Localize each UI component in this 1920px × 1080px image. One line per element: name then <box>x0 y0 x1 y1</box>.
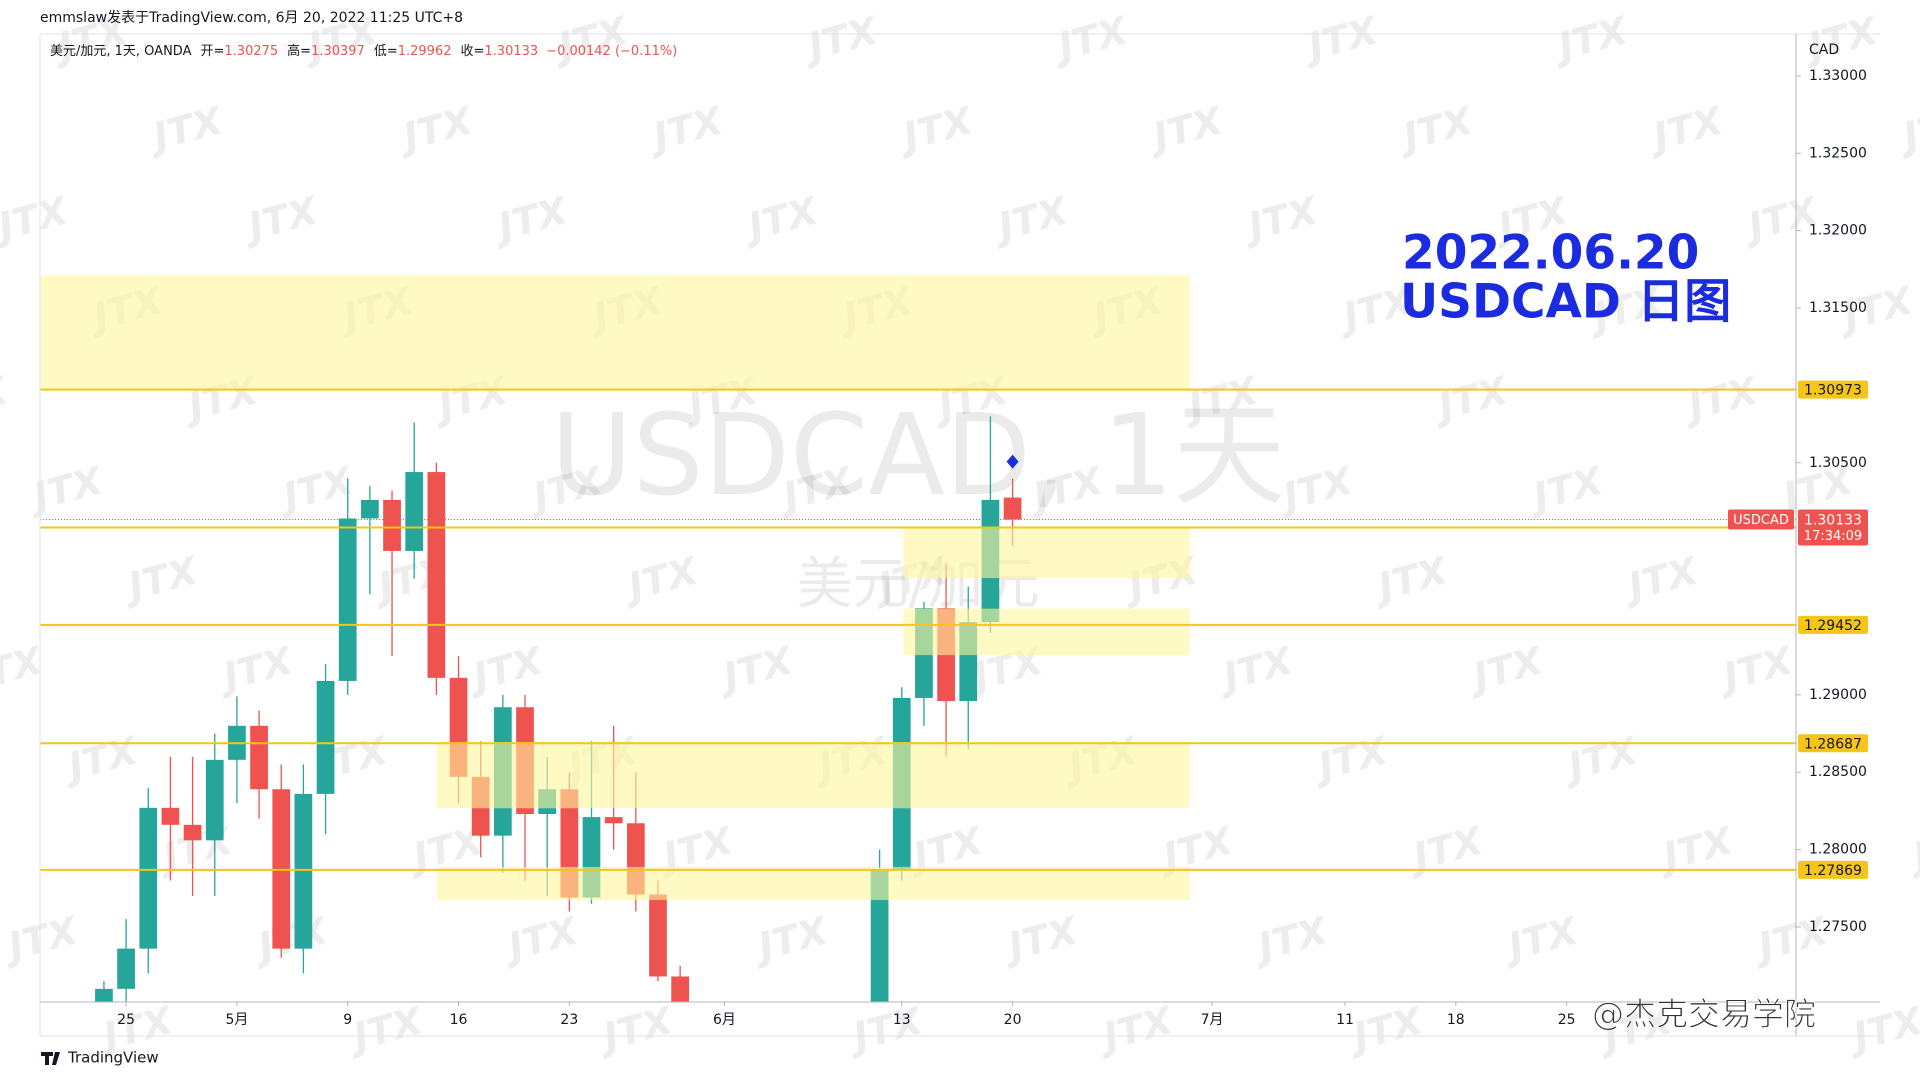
level-label: 1.29452 <box>1804 618 1862 634</box>
y-tick-label: 1.27500 <box>1809 919 1867 935</box>
candle-body <box>1003 497 1022 520</box>
legend-field: 1.30133 <box>484 44 538 59</box>
legend-field: 1.30397 <box>311 44 365 59</box>
last-price-label: 1.30133 <box>1804 513 1862 529</box>
zone <box>437 742 1190 809</box>
annotation: 2022.06.20 <box>1402 226 1699 281</box>
candle-body <box>383 499 401 551</box>
y-tick-label: 1.32500 <box>1809 145 1867 161</box>
x-tick-label: 16 <box>450 1012 468 1028</box>
x-tick-label: 5月 <box>225 1012 248 1028</box>
symbol-watermark: USDCAD, 1天 <box>551 391 1286 521</box>
legend-field: −0.00142 (−0.11%) <box>546 44 677 59</box>
x-tick-label: 25 <box>117 1012 135 1028</box>
candle-body <box>294 793 313 949</box>
candle-body <box>338 518 357 681</box>
candle-body <box>870 869 889 1002</box>
x-tick-label: 6月 <box>713 1012 736 1028</box>
legend-field: 低= <box>374 44 398 59</box>
legend-field: 美元/加元, 1天, OANDA <box>50 44 192 59</box>
candle-body <box>671 976 690 1002</box>
x-tick-label: 13 <box>893 1012 911 1028</box>
x-tick-label: 9 <box>343 1012 352 1028</box>
marker <box>1006 454 1019 469</box>
last-price-box <box>1798 509 1868 546</box>
candle-body <box>117 948 135 989</box>
legend-field: 高= <box>287 43 311 59</box>
tradingview-logo: TradingView <box>41 1049 159 1067</box>
logo-mark <box>41 1052 60 1065</box>
candle-body <box>361 499 379 519</box>
plot-area <box>40 275 1796 1002</box>
level-label: 1.27869 <box>1804 863 1862 879</box>
x-tick-label: 11 <box>1336 1012 1354 1028</box>
candle-body <box>95 988 113 1002</box>
candle-body <box>183 824 202 841</box>
level-label-box <box>1798 860 1868 879</box>
candle-body <box>604 817 623 824</box>
legend-field: 开= <box>200 44 224 59</box>
y-tick-label: 1.33000 <box>1809 68 1867 84</box>
y-unit: CAD <box>1809 42 1839 58</box>
level-label-box <box>1798 734 1868 753</box>
legend-field: 1.29962 <box>398 44 452 59</box>
countdown-label: 17:34:09 <box>1804 529 1862 544</box>
candle-body <box>649 894 667 977</box>
y-tick-label: 1.29000 <box>1809 687 1867 703</box>
y-tick-label: 1.32000 <box>1809 223 1867 239</box>
candle-body <box>205 759 224 841</box>
candle-body <box>427 472 446 678</box>
zone <box>903 526 1190 579</box>
zone <box>903 608 1190 656</box>
legend-field: 收= <box>461 44 485 59</box>
symbol-label-box <box>1728 509 1794 530</box>
y-tick-label: 1.30500 <box>1809 455 1867 471</box>
level-label-box <box>1798 380 1868 399</box>
y-tick-label: 1.31500 <box>1809 300 1867 316</box>
candle-body <box>405 472 424 551</box>
x-tick-label: 25 <box>1558 1012 1576 1028</box>
candle-body <box>250 725 268 790</box>
level-label: 1.30973 <box>1804 383 1862 399</box>
annotation: USDCAD 日图 <box>1400 275 1731 330</box>
logo-text: TradingView <box>67 1049 159 1067</box>
level-label: 1.28687 <box>1804 736 1862 752</box>
y-tick-label: 1.28000 <box>1809 842 1867 858</box>
x-tick-label: 18 <box>1447 1012 1465 1028</box>
x-tick-label: 23 <box>560 1012 578 1028</box>
candle-body <box>161 807 180 825</box>
credit: @杰克交易学院 <box>1592 995 1816 1033</box>
legend-field: 1.30275 <box>224 44 278 59</box>
zone <box>437 866 1190 901</box>
candle-body <box>316 680 335 794</box>
zone <box>40 275 1190 391</box>
x-tick-label: 20 <box>1004 1012 1022 1028</box>
legend-info: 美元/加元, 1天, OANDA 开=1.30275 高=1.30397 低=1.29… <box>50 43 677 59</box>
symbol-label: USDCAD <box>1733 513 1789 528</box>
x-tick-label: 7月 <box>1201 1012 1224 1028</box>
header: emmslaw发表于TradingView.com, 6月 20, 2022 1… <box>40 10 463 26</box>
y-tick-label: 1.28500 <box>1809 764 1867 780</box>
level-label-box <box>1798 615 1868 634</box>
candle-body <box>139 807 158 949</box>
